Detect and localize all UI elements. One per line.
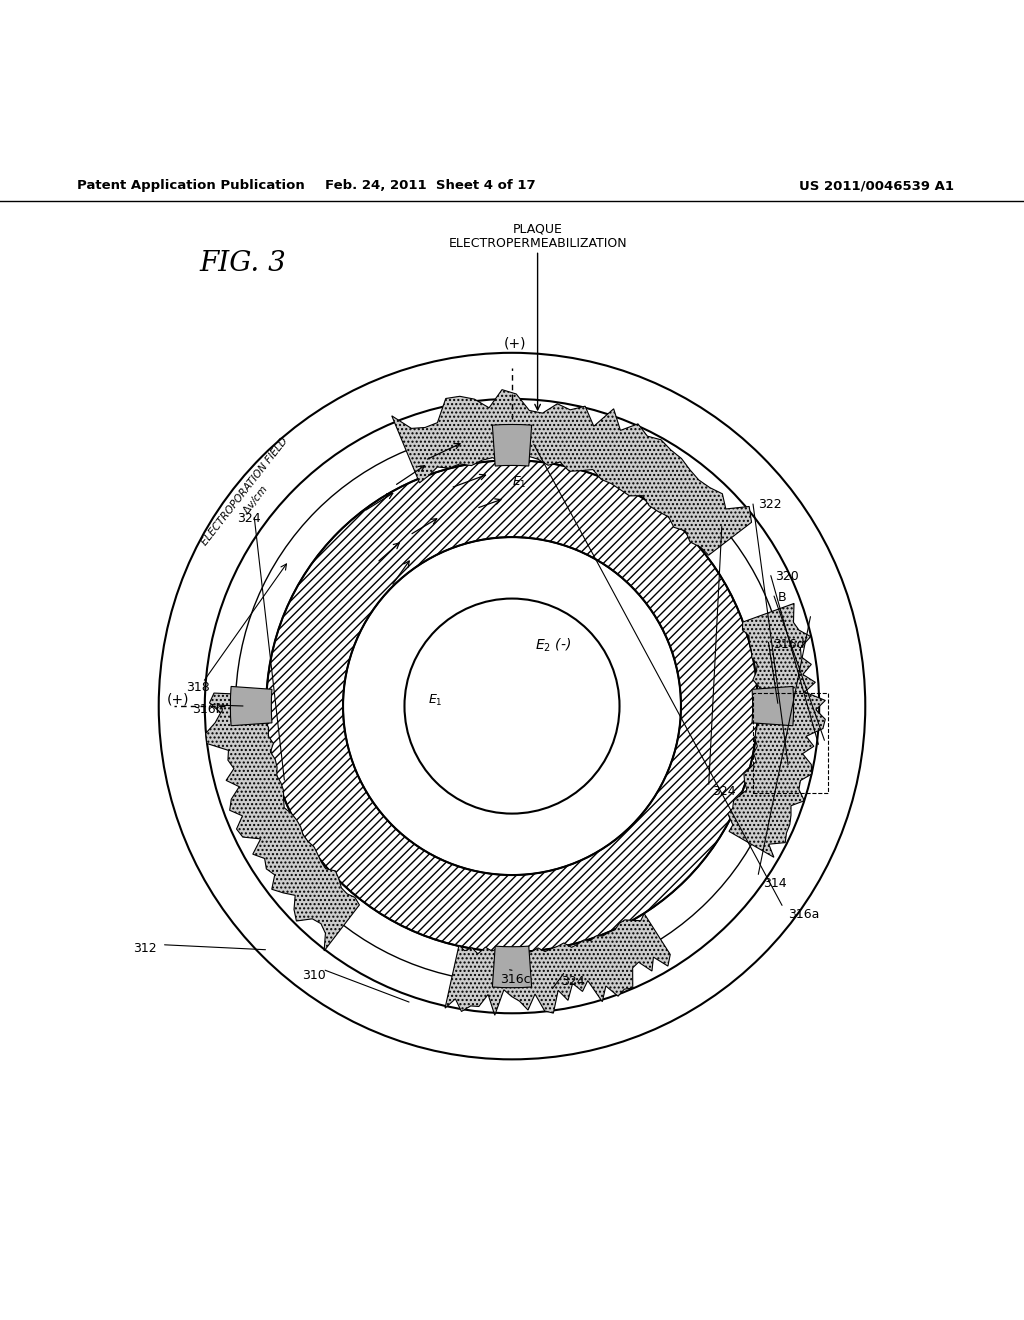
Text: 324: 324 (712, 785, 735, 799)
Text: 316a: 316a (788, 908, 820, 921)
Polygon shape (206, 693, 359, 950)
Text: 318: 318 (186, 681, 210, 694)
Text: $E_1$: $E_1$ (512, 475, 526, 490)
Text: 312: 312 (133, 942, 157, 954)
Text: FIG. 3: FIG. 3 (200, 249, 287, 277)
Wedge shape (230, 686, 272, 726)
Wedge shape (493, 425, 531, 466)
Text: 324: 324 (238, 512, 261, 525)
Text: (+): (+) (504, 337, 526, 351)
Polygon shape (728, 603, 825, 857)
Text: 316b: 316b (193, 704, 224, 717)
Text: 322: 322 (758, 499, 781, 511)
Text: 316c: 316c (500, 973, 530, 986)
Text: 324: 324 (561, 974, 585, 987)
Text: (+): (+) (167, 692, 189, 706)
Text: Patent Application Publication: Patent Application Publication (77, 180, 304, 193)
Wedge shape (266, 461, 758, 952)
Text: 310: 310 (302, 969, 326, 982)
Text: PLAQUE
ELECTROPERMEABILIZATION: PLAQUE ELECTROPERMEABILIZATION (449, 222, 627, 251)
Text: $E_1$: $E_1$ (428, 693, 442, 708)
Circle shape (404, 598, 620, 813)
Text: B: B (778, 590, 786, 603)
Text: $E_2$ (-): $E_2$ (-) (535, 636, 571, 655)
Wedge shape (493, 946, 531, 987)
Text: ELECTROPORATION FIELD
$\Delta$v/cm: ELECTROPORATION FIELD $\Delta$v/cm (200, 436, 302, 557)
Wedge shape (752, 686, 794, 726)
Polygon shape (392, 389, 752, 556)
Text: Feb. 24, 2011  Sheet 4 of 17: Feb. 24, 2011 Sheet 4 of 17 (325, 180, 536, 193)
Text: 314: 314 (763, 878, 786, 890)
Text: 320: 320 (775, 570, 799, 583)
Text: 316d: 316d (773, 638, 805, 651)
Text: US 2011/0046539 A1: US 2011/0046539 A1 (799, 180, 953, 193)
Polygon shape (445, 913, 671, 1015)
